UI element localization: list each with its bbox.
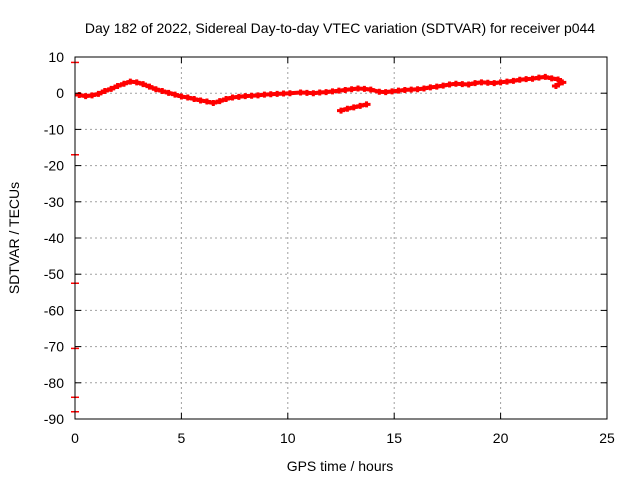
data-point	[151, 86, 160, 93]
y-tick-label: -50	[44, 266, 64, 282]
data-point	[285, 90, 294, 97]
data-point	[119, 80, 128, 87]
data-points	[71, 61, 567, 413]
y-tick-label: -60	[44, 302, 64, 318]
data-point	[551, 82, 560, 89]
y-tick-labels: 10 0 -10 -20 -30 -40 -50 -60 -70 -80 -90	[44, 49, 64, 427]
y-tick-label: -40	[44, 230, 64, 246]
data-point	[145, 83, 154, 90]
y-tick-label: -30	[44, 194, 64, 210]
grid-lines	[75, 57, 607, 419]
y-tick-label: 0	[56, 85, 64, 101]
data-point	[139, 81, 148, 88]
x-tick-label: 15	[386, 430, 402, 446]
y-tick-label: -20	[44, 158, 64, 174]
y-tick-label: -90	[44, 411, 64, 427]
series-1	[337, 101, 371, 114]
x-tick-label: 5	[178, 430, 186, 446]
y-tick-label: -70	[44, 339, 64, 355]
x-tick-label: 10	[280, 430, 296, 446]
data-point	[158, 88, 167, 95]
data-point	[171, 91, 180, 98]
x-axis-title: GPS time / hours	[287, 458, 394, 474]
data-point	[132, 79, 141, 86]
x-tick-labels: 0 5 10 15 20 25	[71, 430, 615, 446]
y-tick-label: 10	[48, 49, 64, 65]
data-point	[164, 89, 173, 96]
x-tick-label: 20	[493, 430, 509, 446]
y-tick-label: -10	[44, 121, 64, 137]
data-point	[554, 76, 563, 83]
series-0	[75, 73, 567, 106]
data-point	[100, 88, 109, 95]
y-axis-title: SDTVAR / TECUs	[6, 182, 22, 294]
x-tick-label: 25	[599, 430, 615, 446]
data-point	[215, 98, 224, 105]
data-point	[94, 90, 103, 97]
data-point	[107, 85, 116, 92]
data-point	[209, 99, 218, 106]
y-tick-label: -80	[44, 375, 64, 391]
data-point	[113, 82, 122, 89]
axis-ticks	[74, 56, 608, 420]
x-tick-label: 0	[71, 430, 79, 446]
data-point	[558, 79, 567, 86]
data-point	[366, 86, 375, 93]
data-point	[337, 107, 345, 114]
chart-title: Day 182 of 2022, Sidereal Day-to-day VTE…	[85, 20, 595, 36]
data-point	[362, 101, 371, 108]
